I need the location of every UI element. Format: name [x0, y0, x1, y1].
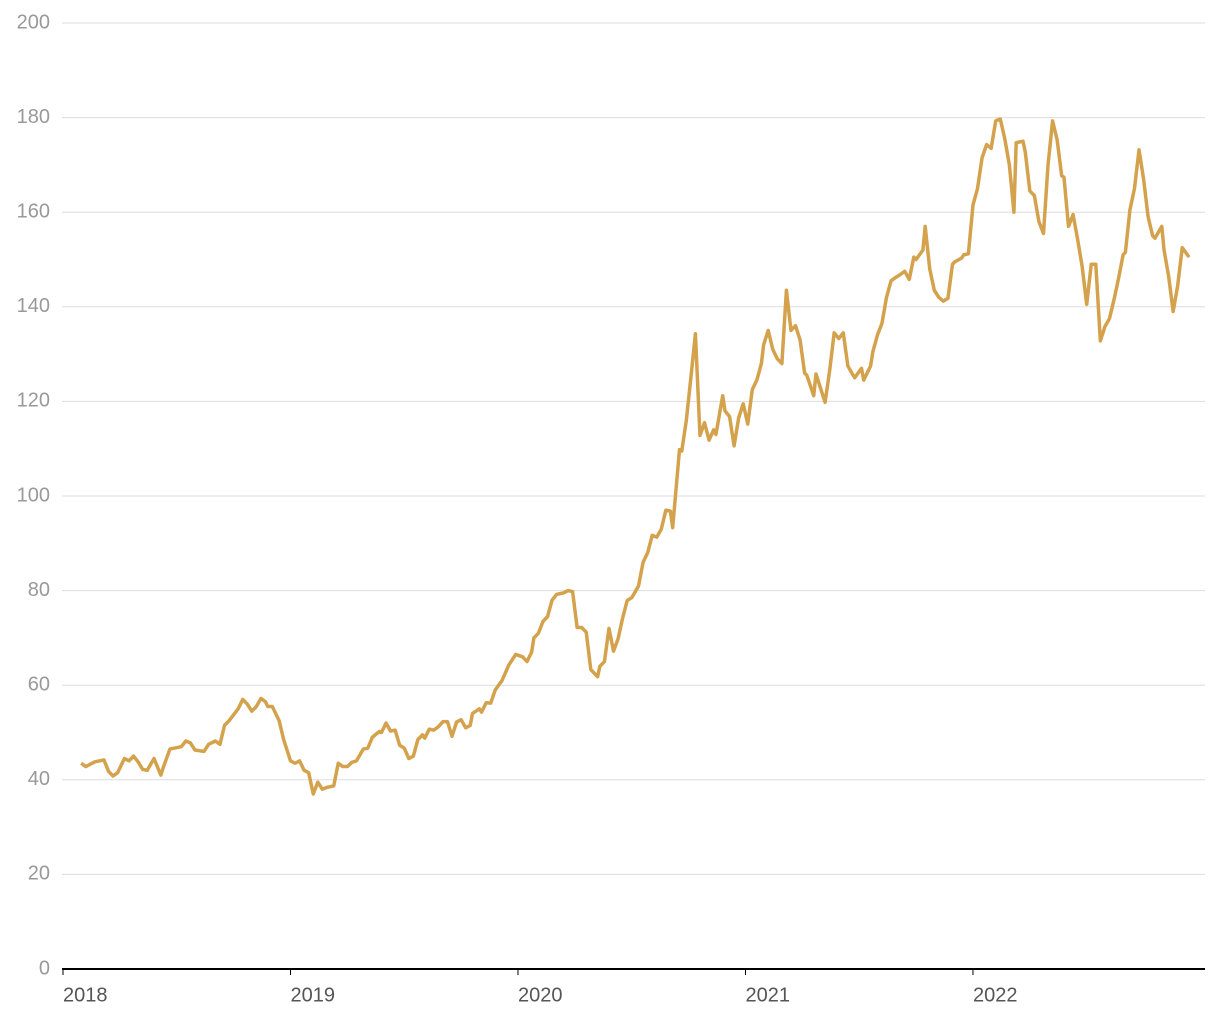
data-line — [80, 117, 1191, 796]
y-tick-label: 60 — [28, 673, 50, 695]
x-tick-label: 2019 — [290, 984, 335, 1006]
x-tick-label: 2022 — [973, 984, 1018, 1006]
y-tick-label: 20 — [28, 863, 50, 885]
y-tick-label: 0 — [39, 957, 50, 979]
y-tick-label: 160 — [17, 200, 50, 222]
y-tick-label: 40 — [28, 768, 50, 790]
x-tick-label: 2021 — [745, 984, 790, 1006]
y-tick-label: 100 — [17, 484, 50, 506]
y-tick-label: 80 — [28, 579, 50, 601]
y-tick-label: 120 — [17, 390, 50, 412]
y-tick-label: 200 — [17, 11, 50, 33]
y-tick-label: 180 — [17, 106, 50, 128]
y-tick-label: 140 — [17, 295, 50, 317]
x-tick-label: 2018 — [63, 984, 108, 1006]
x-tick-label: 2020 — [518, 984, 563, 1006]
